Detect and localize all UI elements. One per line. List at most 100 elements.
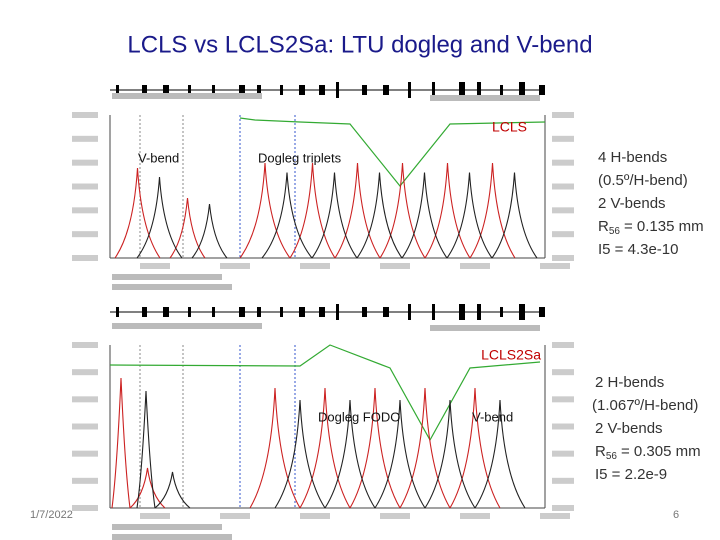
beta-curve bbox=[136, 390, 526, 509]
axis-label-blur bbox=[140, 513, 170, 519]
axis-label-blur bbox=[460, 513, 490, 519]
r56-symbol: R bbox=[598, 218, 609, 235]
axis-label-blur bbox=[72, 423, 98, 430]
axis-label-blur bbox=[72, 396, 98, 403]
axis-label-blur bbox=[552, 505, 574, 511]
lattice-element bbox=[299, 307, 305, 317]
note: (1.067º/H-bend) bbox=[592, 397, 698, 414]
axis-label-blur bbox=[220, 263, 250, 269]
header-blur bbox=[430, 325, 540, 331]
caption-blur bbox=[112, 534, 232, 540]
lattice-element bbox=[519, 82, 525, 98]
lattice-element bbox=[477, 304, 481, 320]
dispersion bbox=[109, 344, 541, 442]
lattice-element bbox=[383, 85, 389, 95]
axis-label-blur bbox=[552, 159, 574, 166]
beta-curve bbox=[136, 172, 538, 259]
lattice-element bbox=[212, 307, 215, 317]
axis-label-blur bbox=[72, 159, 98, 166]
axis-label-blur bbox=[72, 135, 98, 142]
axis-label-blur bbox=[140, 263, 170, 269]
caption-blur bbox=[112, 524, 222, 530]
header-blur bbox=[112, 323, 262, 329]
header-blur bbox=[430, 95, 540, 101]
note: R56 = 0.305 mm bbox=[595, 443, 701, 462]
lattice-element bbox=[477, 82, 481, 98]
axis-label-blur bbox=[540, 513, 570, 519]
plot-label: Dogleg FODO bbox=[318, 409, 400, 424]
r56-symbol: R bbox=[595, 443, 606, 460]
axis-label-blur bbox=[72, 369, 98, 376]
lattice-element bbox=[319, 307, 325, 317]
axis-label-blur bbox=[552, 207, 574, 214]
lattice-element bbox=[539, 307, 545, 317]
r56-value: = 0.135 mm bbox=[624, 218, 704, 235]
lattice-element bbox=[188, 85, 191, 95]
plot-tag: LCLS bbox=[492, 119, 527, 135]
axis-label-blur bbox=[552, 369, 574, 376]
axis-label-blur bbox=[300, 513, 330, 519]
date: 1/7/2022 bbox=[30, 509, 73, 521]
axis-label-blur bbox=[552, 112, 574, 118]
lattice-element bbox=[257, 85, 261, 95]
lattice-element bbox=[408, 82, 411, 98]
lattice-element bbox=[362, 85, 367, 95]
lattice-element bbox=[539, 85, 545, 95]
lattice-element bbox=[280, 307, 283, 317]
lattice-element bbox=[500, 307, 503, 317]
note: I5 = 4.3e-10 bbox=[598, 241, 678, 258]
lattice-element bbox=[163, 307, 169, 317]
lattice-element bbox=[408, 304, 411, 320]
lattice-element bbox=[432, 82, 435, 98]
plot-tag: LCLS2Sa bbox=[481, 347, 541, 363]
beta-curve bbox=[114, 162, 516, 259]
lattice-element bbox=[163, 85, 169, 95]
r56-sub: 56 bbox=[609, 226, 621, 237]
lattice-element bbox=[459, 304, 465, 320]
lattice-element bbox=[116, 307, 119, 317]
axis-label-blur bbox=[72, 231, 98, 238]
axis-label-blur bbox=[552, 423, 574, 430]
note: 2 V-bends bbox=[595, 420, 663, 437]
lattice-element bbox=[116, 85, 119, 95]
note: 2 H-bends bbox=[595, 374, 664, 391]
lattice-element bbox=[188, 307, 191, 317]
lattice-element bbox=[362, 307, 367, 317]
lattice-element bbox=[299, 85, 305, 95]
plot-label: V-bend bbox=[138, 150, 179, 165]
lattice-element bbox=[519, 304, 525, 320]
axis-label-blur bbox=[72, 183, 98, 190]
note: R56 = 0.135 mm bbox=[598, 218, 704, 237]
page-number: 6 bbox=[673, 509, 679, 521]
axis-label-blur bbox=[300, 263, 330, 269]
axis-label-blur bbox=[72, 207, 98, 214]
axis-label-blur bbox=[460, 263, 490, 269]
axis-label-blur bbox=[552, 231, 574, 238]
lattice-element bbox=[500, 85, 503, 95]
beta-curve bbox=[111, 377, 501, 509]
axis-label-blur bbox=[552, 183, 574, 190]
lattice-element bbox=[336, 304, 339, 320]
plot-label: V-bend bbox=[472, 409, 513, 424]
note: I5 = 2.2e-9 bbox=[595, 466, 667, 483]
lattice-element bbox=[257, 307, 261, 317]
axis-label-blur bbox=[72, 477, 98, 484]
axis-label-blur bbox=[72, 255, 98, 261]
axis-label-blur bbox=[380, 263, 410, 269]
axis-label-blur bbox=[72, 112, 98, 118]
axis-label-blur bbox=[380, 513, 410, 519]
lattice-element bbox=[239, 307, 245, 317]
axis-label-blur bbox=[72, 505, 98, 511]
note: (0.5º/H-bend) bbox=[598, 172, 688, 189]
lattice-element bbox=[239, 85, 245, 95]
axis-label-blur bbox=[552, 450, 574, 457]
lattice-element bbox=[336, 82, 339, 98]
lattice-element bbox=[280, 85, 283, 95]
lattice-element bbox=[432, 304, 435, 320]
lattice-element bbox=[212, 85, 215, 95]
lattice-element bbox=[383, 307, 389, 317]
axis-label-blur bbox=[72, 450, 98, 457]
header-blur bbox=[112, 93, 262, 99]
slide-title: LCLS vs LCLS2Sa: LTU dogleg and V-bend bbox=[127, 31, 592, 58]
